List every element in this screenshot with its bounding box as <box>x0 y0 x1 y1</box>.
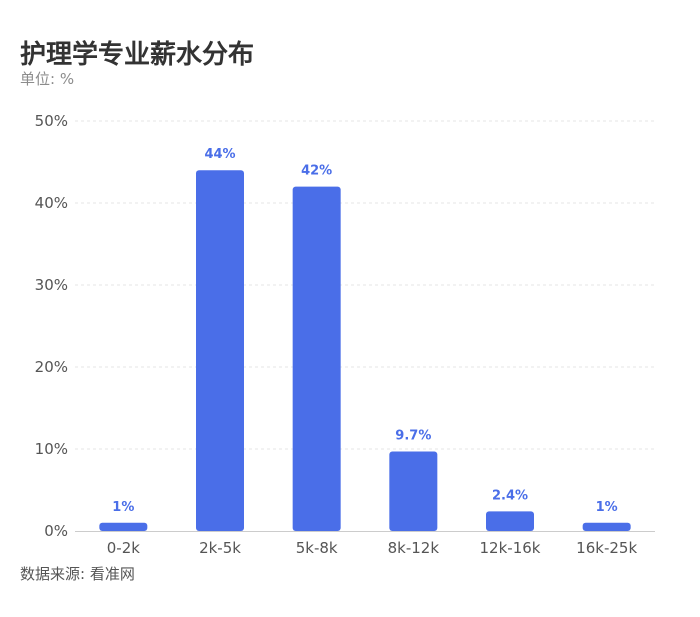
data-label: 1% <box>112 500 134 515</box>
y-tick-label: 50% <box>35 112 68 130</box>
x-tick-label: 2k-5k <box>199 539 241 557</box>
data-label: 42% <box>301 164 332 179</box>
y-tick-label: 30% <box>35 276 68 294</box>
bar <box>196 170 244 531</box>
data-label: 2.4% <box>492 488 528 503</box>
x-tick-label: 16k-25k <box>576 539 637 557</box>
bar <box>292 186 341 531</box>
bar <box>582 522 631 531</box>
x-tick-label: 8k-12k <box>388 539 440 557</box>
x-tick-label: 12k-16k <box>480 539 541 557</box>
y-tick-label: 20% <box>35 358 68 376</box>
y-tick-label: 40% <box>35 194 68 212</box>
bar <box>99 522 148 531</box>
y-tick-label: 10% <box>35 440 68 458</box>
data-label: 44% <box>204 147 235 162</box>
bar <box>486 511 534 531</box>
y-tick-label: 0% <box>44 522 68 540</box>
x-tick-label: 0-2k <box>107 539 140 557</box>
chart-unit: 单位: % <box>20 70 75 88</box>
bar <box>389 451 438 531</box>
data-label: 9.7% <box>395 428 431 443</box>
chart-source: 数据来源: 看准网 <box>20 565 135 583</box>
chart-title: 护理学专业薪水分布 <box>20 40 255 70</box>
data-label: 1% <box>596 500 618 515</box>
x-tick-label: 5k-8k <box>296 539 338 557</box>
